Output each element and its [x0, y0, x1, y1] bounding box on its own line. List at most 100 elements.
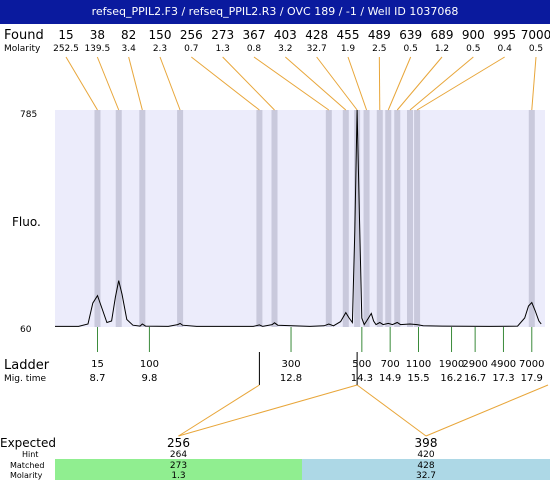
ladder-size-label: 1900 [439, 359, 464, 370]
peak-band [414, 110, 421, 327]
molarity-bottom-label: Molarity [10, 471, 43, 480]
peak-band [406, 110, 413, 327]
ladder-size-label: 1100 [406, 359, 431, 370]
found-molarity-label: 32.7 [307, 44, 327, 54]
found-size-label: 38 [90, 28, 105, 42]
ladder-mig-time-label: 16.2 [440, 373, 462, 384]
hint-value: 264 [170, 450, 187, 460]
peak-band [385, 110, 392, 327]
fluo-axis-label: Fluo. [12, 215, 41, 229]
peak-connector-line [531, 56, 537, 111]
fluorescence-trace [55, 109, 542, 327]
found-size-label: 995 [493, 28, 516, 42]
mig-time-label: Mig. time [4, 374, 46, 384]
found-molarity-label: 0.4 [498, 44, 513, 54]
hint-value: 420 [417, 450, 434, 460]
peak-band [94, 110, 101, 327]
peak-band [325, 110, 332, 327]
ladder-label: Ladder [4, 358, 50, 373]
peak-band [342, 110, 349, 327]
found-size-label: 639 [399, 28, 422, 42]
found-size-label: 15 [58, 28, 73, 42]
expected-value: 256 [167, 436, 190, 450]
peak-band [363, 110, 370, 327]
found-peak-labels: 15 252.5 38 139.5 82 3.4 150 2.3 256 0.7 273 1.3 367… [53, 28, 550, 54]
region-connector [425, 384, 549, 437]
peak-band [256, 110, 263, 327]
ladder-mig-time-label: 9.8 [141, 373, 157, 384]
y-tick-top: 785 [20, 110, 37, 120]
ladder-mig-time-label: 14.3 [351, 373, 373, 384]
ladder-size-label: 300 [281, 359, 300, 370]
found-size-label: 455 [337, 28, 360, 42]
found-molarity-label: 1.3 [216, 44, 230, 54]
ladder-mig-time-label: 14.9 [379, 373, 401, 384]
expected-label: Expected [0, 436, 56, 450]
peak-connector-line [409, 56, 474, 111]
region-connector [178, 384, 260, 437]
molarity-value: 32.7 [416, 471, 436, 480]
found-molarity-label: 3.2 [278, 44, 292, 54]
matched-region-box [55, 459, 302, 480]
found-molarity-label: 2.5 [372, 44, 386, 54]
ladder-size-label: 7000 [519, 359, 544, 370]
region-connector [356, 384, 427, 437]
ladder-size-label: 4900 [491, 359, 516, 370]
found-molarity-label: 139.5 [84, 44, 110, 54]
peak-connector-line [316, 56, 358, 111]
peak-connector-line [285, 56, 347, 111]
peak-connector-line [416, 56, 505, 111]
peak-band [271, 110, 278, 327]
peak-connectors [65, 56, 537, 111]
found-size-label: 489 [368, 28, 391, 42]
peak-band [139, 110, 146, 327]
hint-label: Hint [22, 450, 38, 459]
molarity-value: 1.3 [171, 471, 185, 480]
peak-connector-line [65, 56, 98, 111]
plot-area [55, 110, 545, 327]
peak-band [376, 110, 383, 327]
peak-band [177, 110, 184, 327]
found-size-label: 367 [243, 28, 266, 42]
found-size-label: 273 [211, 28, 234, 42]
ladder-size-label: 2900 [462, 359, 487, 370]
ladder-size-label: 15 [91, 359, 104, 370]
peak-connector-line [128, 56, 143, 111]
ladder-mig-time-label: 17.3 [492, 373, 514, 384]
found-molarity-label: 1.2 [435, 44, 449, 54]
ladder-mig-time-label: 15.5 [407, 373, 429, 384]
found-molarity-label: 3.4 [122, 44, 137, 54]
molarity-label: Molarity [4, 44, 41, 54]
peak-band [528, 110, 535, 327]
found-molarity-label: 1.9 [341, 44, 356, 54]
found-size-label: 256 [180, 28, 203, 42]
peak-connector-line [387, 56, 412, 111]
peak-connector-line [159, 56, 181, 111]
matched-value: 273 [170, 461, 187, 471]
found-molarity-label: 2.3 [153, 44, 167, 54]
ladder-mig-time-label: 17.9 [521, 373, 543, 384]
peak-connector-line [222, 56, 275, 111]
found-molarity-label: 252.5 [53, 44, 79, 54]
ladder-size-label: 500 [352, 359, 371, 370]
matched-label: Matched [10, 461, 44, 470]
ladder-size-label: 700 [381, 359, 400, 370]
matched-region-box [302, 459, 550, 480]
found-molarity-label: 0.5 [404, 44, 418, 54]
peak-connector-line [96, 56, 120, 111]
found-size-label: 82 [121, 28, 136, 42]
title-bar: refseq_PPIL2.F3 / refseq_PPIL2.R3 / OVC … [0, 0, 550, 24]
peak-bands [94, 110, 535, 327]
found-size-label: 689 [431, 28, 454, 42]
peak-connector-line [253, 56, 330, 111]
found-size-label: 150 [149, 28, 172, 42]
ladder-markers: 15 8.7 100 9.8 300 12.8 500 14.3 700 14.9 1100 15.5… [90, 327, 545, 384]
found-size-label: 900 [462, 28, 485, 42]
found-molarity-label: 0.5 [529, 44, 543, 54]
found-label: Found [4, 28, 44, 43]
found-size-label: 428 [305, 28, 328, 42]
peak-connector-line [347, 56, 368, 111]
